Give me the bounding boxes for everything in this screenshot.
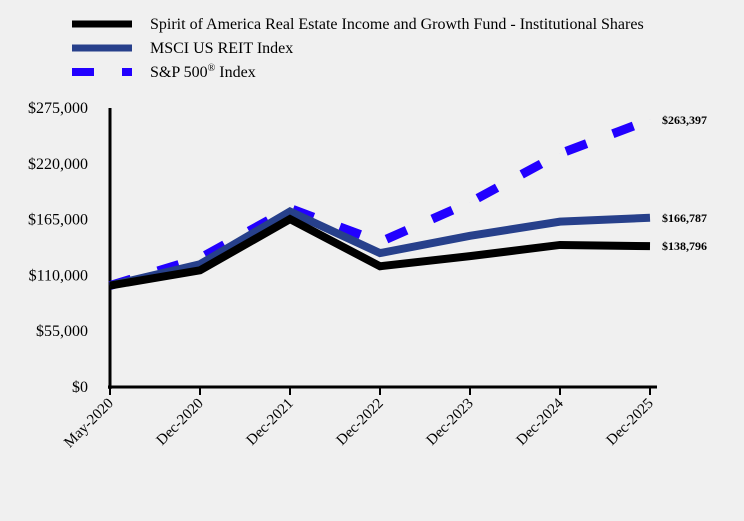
x-tick-label: Dec-2025 — [604, 396, 657, 449]
end-value-label: $263,397 — [662, 113, 707, 127]
y-tick-label: $55,000 — [36, 323, 88, 340]
x-tick-label: Dec-2021 — [244, 396, 297, 449]
legend-label: Spirit of America Real Estate Income and… — [150, 16, 644, 33]
x-tick-label: Dec-2024 — [514, 395, 567, 448]
series-line — [110, 120, 650, 286]
x-tick-label: Dec-2022 — [334, 396, 387, 449]
legend-label: S&P 500® Index — [150, 63, 256, 81]
y-tick-label: $110,000 — [29, 267, 88, 284]
x-tick-label: May-2020 — [61, 396, 117, 452]
y-tick-label: $0 — [72, 379, 88, 396]
y-tick-label: $275,000 — [28, 100, 88, 117]
y-tick-label: $220,000 — [28, 156, 88, 173]
x-tick-label: Dec-2020 — [154, 396, 207, 449]
legend-label: MSCI US REIT Index — [150, 40, 293, 57]
x-tick-label: Dec-2023 — [424, 396, 477, 449]
end-value-label: $166,787 — [662, 211, 707, 225]
y-tick-label: $165,000 — [28, 212, 88, 229]
end-value-label: $138,796 — [662, 239, 707, 253]
